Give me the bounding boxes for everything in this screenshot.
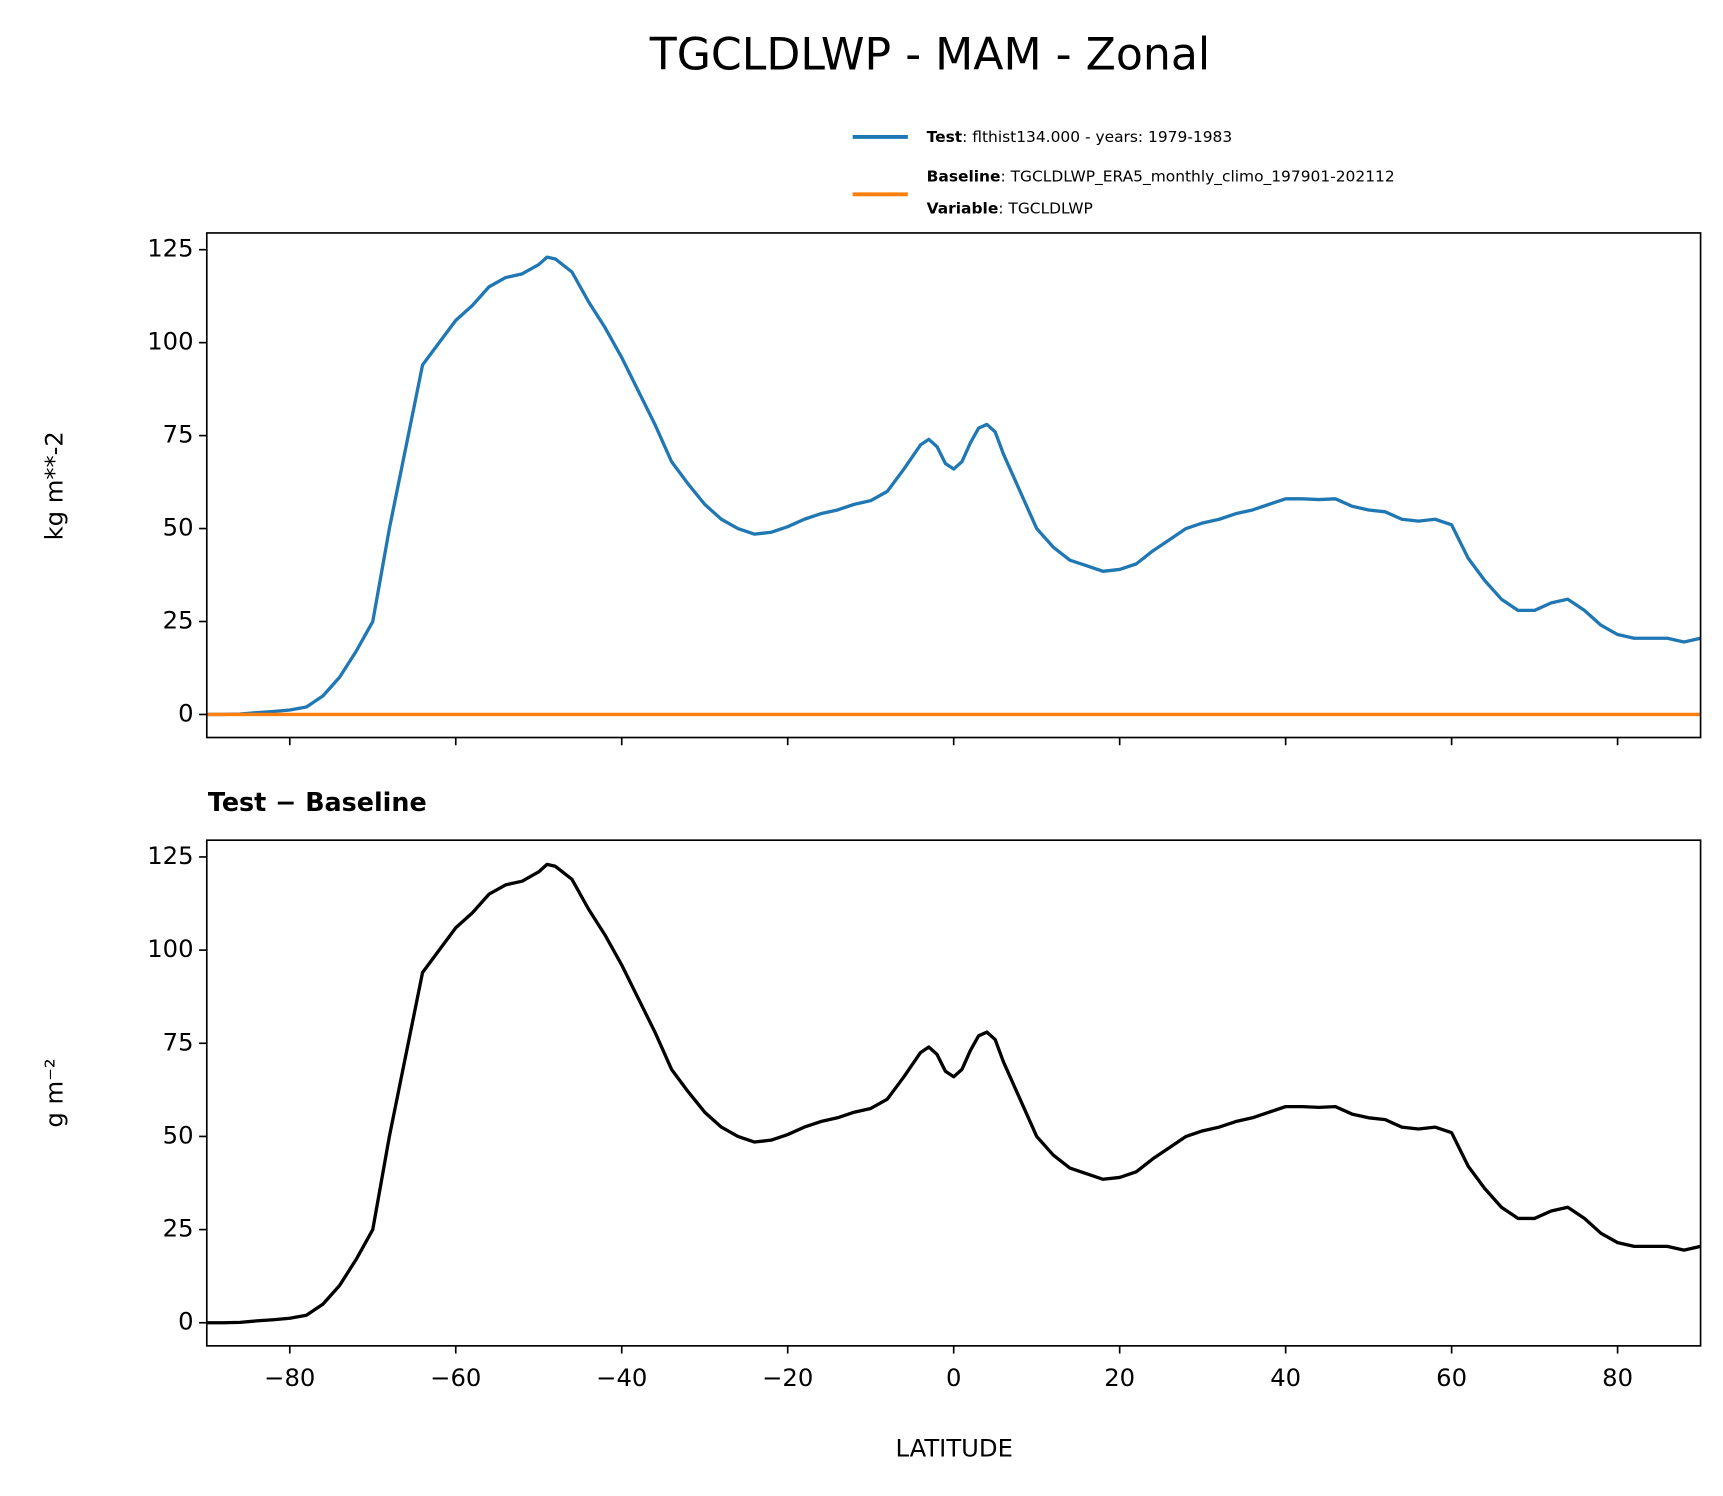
- legend-name: Variable: [927, 199, 999, 217]
- x-tick-label: −80: [264, 1363, 315, 1392]
- y-axis-label: kg m**-2: [40, 431, 69, 540]
- y-tick-label: 75: [163, 420, 194, 449]
- y-tick-label: 50: [163, 1120, 194, 1149]
- y-tick-label: 0: [178, 1307, 193, 1336]
- y-axis-label: g m⁻²: [40, 1058, 69, 1127]
- legend-name: Test: [927, 127, 963, 145]
- y-tick-label: 50: [163, 513, 194, 542]
- plot-frame: [205, 232, 1702, 739]
- x-tick-label: −40: [596, 1363, 647, 1392]
- chart-title: TGCLDLWP - MAM - Zonal: [649, 29, 1210, 80]
- x-tick-label: 80: [1602, 1363, 1633, 1392]
- legend-name: Baseline: [927, 167, 1001, 185]
- legend-description: : TGCLDLWP: [998, 199, 1093, 217]
- x-tick-label: 60: [1436, 1363, 1467, 1392]
- y-tick-label: 0: [178, 698, 193, 727]
- y-tick-label: 100: [147, 934, 193, 963]
- legend-entry: Variable: TGCLDLWP: [927, 199, 1093, 217]
- data-line: [206, 255, 1701, 717]
- x-tick-label: 20: [1104, 1363, 1135, 1392]
- subplot-title: Test − Baseline: [208, 787, 427, 817]
- x-tick-label: 40: [1270, 1363, 1301, 1392]
- y-tick-label: 75: [163, 1027, 194, 1056]
- legend-entry: Baseline: TGCLDLWP_ERA5_monthly_climo_19…: [927, 167, 1395, 186]
- x-tick-label: −60: [430, 1363, 481, 1392]
- data-line: [206, 862, 1701, 1325]
- y-tick-label: 125: [147, 841, 193, 870]
- x-tick-label: −20: [762, 1363, 813, 1392]
- x-tick-label: 0: [946, 1363, 961, 1392]
- x-axis-label: LATITUDE: [896, 1434, 1013, 1463]
- legend-description: : TGCLDLWP_ERA5_monthly_climo_197901-202…: [1001, 167, 1395, 186]
- plot-frame: [205, 839, 1702, 1347]
- legend-description: : flthist134.000 - years: 1979-1983: [962, 127, 1232, 145]
- y-tick-label: 100: [147, 327, 193, 356]
- legend-entry: Test: flthist134.000 - years: 1979-1983: [927, 127, 1233, 145]
- y-tick-label: 25: [163, 1214, 194, 1243]
- y-tick-label: 125: [147, 234, 193, 263]
- legend: Test: flthist134.000 - years: 1979-1983 …: [927, 127, 1395, 217]
- y-tick-label: 25: [163, 606, 194, 635]
